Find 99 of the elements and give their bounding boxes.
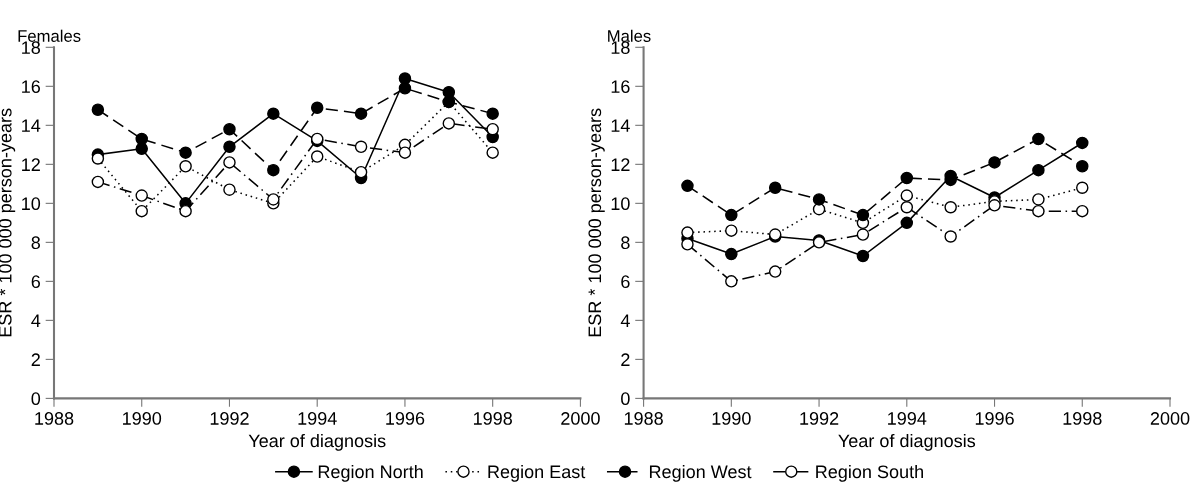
point xyxy=(179,146,192,159)
y-tick-label: 16 xyxy=(611,80,630,94)
point xyxy=(223,140,236,154)
y-tick-label: 14 xyxy=(611,119,630,132)
y-tick-label: 18 xyxy=(611,41,630,55)
point xyxy=(486,107,499,120)
point xyxy=(223,183,236,196)
x-tick-label: 2000 xyxy=(561,412,600,425)
point xyxy=(725,275,738,288)
point xyxy=(1076,204,1089,218)
point xyxy=(179,204,192,218)
point xyxy=(267,163,280,177)
x-tick-label: 1988 xyxy=(624,412,663,425)
y-axis-title: ESR * 100 000 person-years xyxy=(588,108,605,337)
point xyxy=(988,199,1001,212)
x-tick-label: 1992 xyxy=(800,412,839,425)
y-tick-label: 6 xyxy=(31,275,41,289)
point xyxy=(1076,160,1089,173)
x-tick-label: 1992 xyxy=(210,412,249,425)
point xyxy=(442,117,456,130)
y-tick-label: 6 xyxy=(621,275,630,289)
point xyxy=(681,226,694,239)
point xyxy=(1032,204,1045,218)
point xyxy=(486,122,499,136)
point xyxy=(267,193,280,206)
point xyxy=(1032,193,1045,206)
point xyxy=(768,181,782,194)
point xyxy=(1076,136,1089,150)
x-tick-label: 1988 xyxy=(35,412,74,425)
y-tick-label: 0 xyxy=(31,392,41,406)
point xyxy=(179,160,192,173)
point xyxy=(900,201,914,214)
point xyxy=(681,179,694,193)
point xyxy=(725,247,738,261)
x-tick-label: 1994 xyxy=(888,412,927,425)
x-tick-label: 1998 xyxy=(473,412,512,425)
point xyxy=(900,171,914,185)
point xyxy=(900,216,914,230)
point xyxy=(1032,163,1045,177)
y-tick-label: 0 xyxy=(621,392,630,406)
x-axis-title: Year of diagnosis xyxy=(248,433,386,451)
point xyxy=(223,156,236,169)
point xyxy=(223,122,236,136)
legend-label: Region North xyxy=(318,464,423,482)
y-tick-label: 18 xyxy=(22,41,41,55)
point xyxy=(354,165,368,179)
point xyxy=(944,230,957,243)
point xyxy=(725,224,738,237)
point xyxy=(486,146,499,159)
y-tick-label: 10 xyxy=(611,197,630,211)
point xyxy=(135,189,148,202)
point xyxy=(768,265,782,278)
y-tick-label: 12 xyxy=(22,158,40,171)
point xyxy=(1076,181,1089,194)
point xyxy=(135,204,148,218)
point xyxy=(354,107,368,120)
point xyxy=(812,193,826,206)
legend-label: Region West xyxy=(649,464,752,482)
y-tick-label: 12 xyxy=(611,158,630,171)
point xyxy=(91,103,105,116)
legend-label: Region East xyxy=(488,464,586,482)
y-tick-label: 4 xyxy=(620,314,630,327)
point xyxy=(1032,132,1045,146)
point xyxy=(91,152,105,165)
y-tick-label: 2 xyxy=(31,353,40,366)
x-tick-label: 1996 xyxy=(386,412,425,425)
point xyxy=(900,189,914,202)
y-tick-label: 16 xyxy=(22,80,41,94)
x-tick-label: 1990 xyxy=(123,412,162,425)
x-tick-label: 1994 xyxy=(298,412,337,425)
point xyxy=(988,156,1001,169)
point xyxy=(398,146,412,159)
point xyxy=(856,249,870,263)
point xyxy=(310,101,324,115)
point xyxy=(725,208,738,222)
chart-title: Females xyxy=(18,29,81,42)
y-tick-label: 10 xyxy=(22,197,41,211)
chart-title: Males xyxy=(608,29,651,42)
x-tick-label: 1996 xyxy=(975,412,1014,425)
y-tick-label: 2 xyxy=(621,353,630,366)
y-tick-label: 4 xyxy=(31,314,41,327)
point xyxy=(91,175,105,189)
y-tick-label: 8 xyxy=(31,236,41,250)
point xyxy=(135,132,148,146)
point xyxy=(856,228,870,241)
point xyxy=(267,107,280,120)
point xyxy=(398,82,412,95)
point xyxy=(681,238,694,251)
point xyxy=(354,140,368,154)
x-tick-label: 1990 xyxy=(712,412,751,425)
point xyxy=(944,201,957,214)
legend-label: Region South xyxy=(816,464,923,482)
point xyxy=(856,208,870,222)
y-tick-label: 8 xyxy=(621,236,630,250)
x-tick-label: 2000 xyxy=(1150,412,1190,425)
point xyxy=(310,150,324,163)
y-tick-label: 14 xyxy=(22,119,41,132)
x-tick-label: 1998 xyxy=(1063,412,1102,425)
x-axis-title: Year of diagnosis xyxy=(838,433,976,451)
